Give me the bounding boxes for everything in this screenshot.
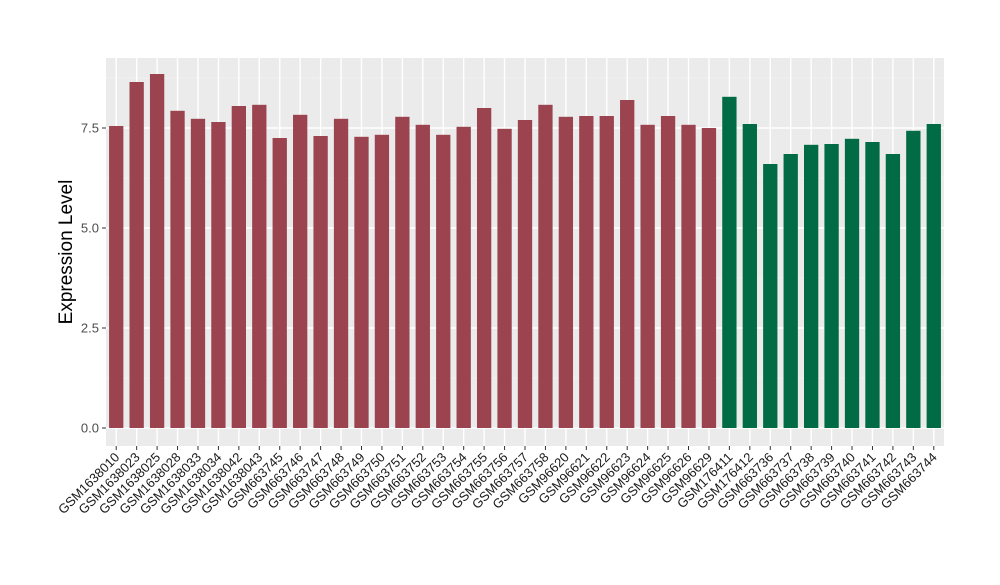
bar-GSM663757 [517,120,533,428]
bar-GSM663744 [926,124,941,428]
bar-GSM663748 [333,118,349,429]
bar-GSM663741 [865,142,880,428]
y-axis-label: Expression Level [56,180,77,325]
bar-GSM663752 [415,124,430,429]
bar-GSM663739 [824,144,839,428]
bar-GSM1638034 [211,122,226,428]
bar-GSM663738 [803,144,819,429]
bar-GSM663754 [456,126,471,429]
bar-GSM1638025 [149,74,165,428]
bar-GSM96623 [620,100,635,428]
bar-GSM663742 [885,154,901,428]
bar-GSM176411 [722,96,737,429]
y-tick-label: 0.0 [81,421,99,436]
bar-GSM663758 [538,104,553,429]
bar-GSM1638042 [231,106,247,428]
bar-GSM1638010 [109,126,124,428]
bars [109,74,941,429]
bar-GSM663737 [783,154,798,428]
bar-GSM96629 [701,128,717,428]
bar-GSM663755 [476,108,492,428]
bar-GSM1638043 [252,104,267,429]
bar-GSM663746 [293,114,308,429]
bar-GSM663747 [313,136,328,428]
bar-GSM663750 [374,134,390,429]
bar-GSM1638033 [190,118,206,429]
bar-GSM663743 [906,130,921,429]
bar-GSM663751 [395,116,410,429]
bar-GSM176412 [742,124,757,428]
bar-GSM663756 [497,128,512,429]
bar-GSM96621 [579,116,594,428]
bar-GSM663736 [763,164,778,428]
bar-GSM96626 [681,124,696,429]
bar-GSM663745 [272,138,287,428]
bar-GSM96622 [599,116,614,428]
bar-GSM663753 [436,134,451,429]
bar-GSM663749 [354,136,369,429]
y-axis: 0.0 2.5 5.0 7.5 [81,121,106,436]
y-tick-label: 5.0 [81,221,99,236]
bar-GSM663740 [844,138,860,429]
y-tick-label: 7.5 [81,121,99,136]
x-axis: GSM1638010GSM1638023GSM1638025GSM1638028… [55,446,940,517]
bar-GSM1638028 [170,110,185,429]
bar-GSM96625 [660,116,676,428]
bar-GSM96620 [558,116,574,429]
bar-GSM96624 [640,124,655,429]
y-tick-label: 2.5 [81,321,99,336]
bar-GSM1638023 [129,82,144,428]
